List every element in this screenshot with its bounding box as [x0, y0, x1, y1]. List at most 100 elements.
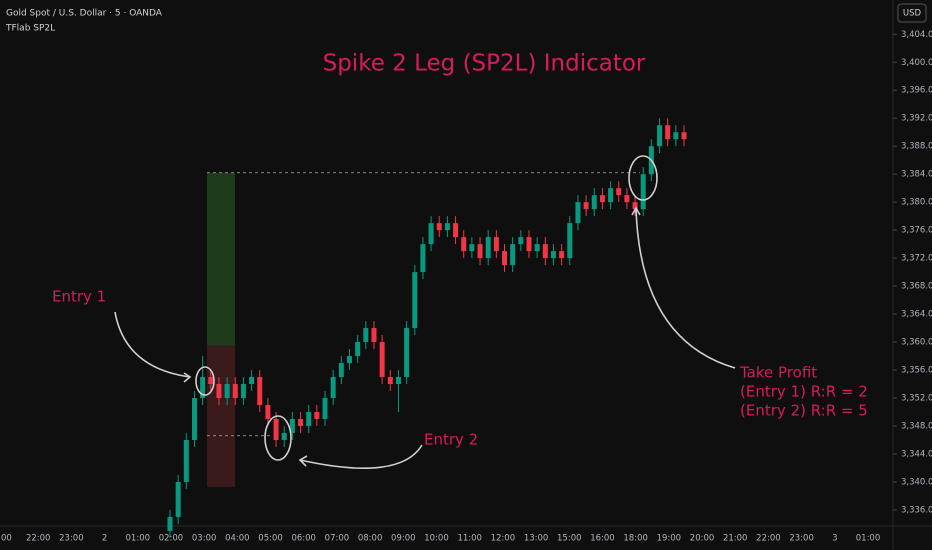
candle-body [567, 223, 573, 259]
candle-body [559, 251, 565, 259]
x-tick-label: 09:00 [391, 534, 416, 544]
candle-body [550, 251, 556, 259]
candle-body [534, 244, 540, 252]
x-tick-label: 03:00 [192, 534, 217, 544]
x-tick-label: 23:00 [59, 534, 84, 544]
x-tick-label: 18:00 [623, 534, 648, 544]
x-tick-label: 15:00 [557, 534, 582, 544]
y-tick-label: 3,400.000 [901, 58, 932, 68]
y-tick-label: 3,336.000 [901, 505, 932, 515]
candle-body [224, 384, 230, 398]
x-tick-label: 01:00 [856, 534, 881, 544]
x-tick-label: 05:00 [258, 534, 283, 544]
x-tick-label: 19:00 [657, 534, 682, 544]
candle-body [599, 195, 605, 203]
candle-body [591, 195, 597, 210]
candle-body [444, 223, 450, 231]
entry2-arrow [299, 444, 423, 469]
profit-zone [207, 172, 235, 346]
y-tick-label: 3,348.000 [901, 421, 932, 431]
x-tick-label: 08:00 [358, 534, 383, 544]
annotation: (Entry 2) R:R = 5 [740, 402, 868, 420]
candle-body [183, 439, 189, 482]
candle-body [657, 125, 663, 147]
x-tick-label: 22:00 [756, 534, 781, 544]
candle-body [314, 411, 320, 419]
entry1-arrowhead [183, 372, 192, 383]
y-tick-label: 3,360.000 [901, 338, 932, 348]
candle-body [404, 328, 410, 378]
candle-body [510, 244, 516, 266]
candle-body [583, 202, 589, 210]
tp-circle [628, 155, 658, 201]
candle-body [608, 188, 614, 203]
candle-body [289, 418, 295, 433]
entry1-arrow [114, 311, 191, 378]
candle-body [420, 244, 426, 273]
candle-body [502, 251, 508, 266]
y-tick-label: 3,392.000 [901, 114, 932, 124]
candle-body [477, 244, 483, 259]
candle-body [216, 384, 222, 398]
candle-body [485, 237, 491, 259]
candle-body [232, 384, 238, 398]
loss-zone [207, 345, 235, 487]
x-tick-label: 3 [832, 534, 837, 544]
entry2-circle [264, 415, 292, 461]
currency[interactable]: USD [903, 9, 922, 19]
candle-body [395, 377, 401, 385]
candle-body [681, 132, 687, 140]
y-tick-label: 3,364.000 [901, 310, 932, 320]
x-tick-label: 06:00 [291, 534, 316, 544]
candle-body [273, 418, 279, 440]
candle-body [461, 237, 467, 252]
candle-body [640, 174, 646, 210]
x-tick-label: 04:00 [225, 534, 250, 544]
annotation: Entry 2 [424, 431, 478, 449]
x-tick-label: 16:00 [590, 534, 615, 544]
annotation: Entry 1 [52, 288, 106, 306]
x-tick-label: 20:00 [690, 534, 715, 544]
annotation: Take Profit [739, 364, 817, 382]
candle-body [665, 125, 671, 140]
candle-body [371, 328, 377, 343]
x-tick-label: 22:00 [26, 534, 51, 544]
y-tick-label: 3,368.000 [901, 282, 932, 292]
candle-body [355, 342, 361, 357]
candle-body [338, 363, 344, 378]
candle-body [526, 237, 532, 252]
x-tick-label: 02:00 [159, 534, 184, 544]
candle-body [493, 237, 499, 252]
y-tick-label: 3,372.000 [901, 254, 932, 264]
candle-body [518, 237, 524, 245]
x-tick-label: 23:00 [789, 534, 814, 544]
annotation-shapes [114, 155, 736, 469]
tp-arrow [635, 207, 736, 369]
y-tick-label: 3,396.000 [901, 86, 932, 96]
y-tick-label: 3,388.000 [901, 142, 932, 152]
candle-body [175, 481, 181, 517]
y-tick-label: 3,356.000 [901, 366, 932, 376]
candle-body [322, 397, 328, 419]
candle-body [387, 377, 393, 385]
candle-body [167, 516, 173, 531]
candle-body [191, 397, 197, 440]
candle-body [298, 418, 304, 426]
candle-body [346, 356, 352, 364]
candle-body [469, 244, 475, 252]
symbol: Gold Spot / U.S. Dollar · 5 · OANDA [6, 9, 163, 19]
tp-arrowhead [631, 206, 641, 216]
y-tick-label: 3,340.000 [901, 477, 932, 487]
x-tick-label: 2 [102, 534, 107, 544]
currency-box[interactable] [897, 3, 927, 23]
y-tick-label: 3,352.000 [901, 393, 932, 403]
candle-body [208, 377, 214, 385]
y-tick-label: 3,376.000 [901, 226, 932, 236]
y-tick-label: 3,404.000 [901, 30, 932, 40]
x-tick-label: 01:00 [126, 534, 151, 544]
y-tick-label: 3,344.000 [901, 449, 932, 459]
candle-body [200, 377, 206, 398]
candle-body [240, 384, 246, 398]
